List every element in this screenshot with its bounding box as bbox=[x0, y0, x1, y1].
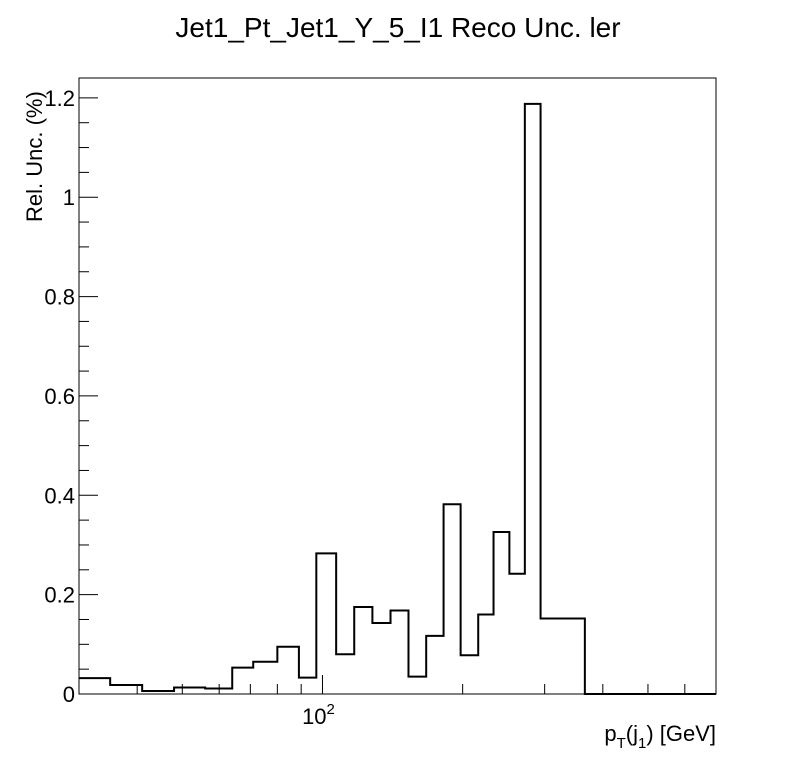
y-tick-label: 1.2 bbox=[44, 86, 75, 111]
y-axis-label: Rel. Unc. (%) bbox=[22, 91, 47, 222]
histogram-bin bbox=[541, 618, 556, 694]
histogram-bins bbox=[79, 104, 585, 694]
y-tick-label: 0.4 bbox=[44, 483, 75, 508]
x-tick-label: 102 bbox=[302, 701, 335, 729]
y-tick-label: 0.8 bbox=[44, 285, 75, 310]
plot-frame bbox=[78, 77, 717, 695]
histogram-bin bbox=[336, 654, 354, 694]
histogram-bin bbox=[372, 623, 390, 694]
histogram-line bbox=[79, 102, 716, 695]
x-axis-label: pT(j1) [GeV] bbox=[604, 721, 716, 752]
x-axis: 102 bbox=[78, 675, 717, 729]
histogram-bin bbox=[461, 655, 479, 694]
y-tick-label: 0.6 bbox=[44, 384, 75, 409]
histogram-bin bbox=[79, 678, 110, 694]
histogram-bin bbox=[494, 532, 510, 694]
y-tick-label: 1 bbox=[63, 185, 75, 210]
y-tick-label: 0 bbox=[63, 682, 75, 707]
histogram-bin bbox=[555, 618, 570, 694]
histogram-bin bbox=[426, 636, 443, 694]
histogram-bin bbox=[391, 611, 409, 694]
histogram-bin bbox=[408, 677, 426, 694]
histogram-bin bbox=[354, 607, 372, 694]
chart-title: Jet1_Pt_Jet1_Y_5_I1 Reco Unc. ler bbox=[175, 12, 620, 43]
y-tick-label: 0.2 bbox=[44, 583, 75, 608]
histogram-bin bbox=[509, 574, 524, 694]
y-axis: 0 0.2 0.4 0.6 0.8 1 1.2 bbox=[44, 86, 98, 707]
histogram-bin bbox=[444, 504, 461, 694]
histogram-bin bbox=[570, 618, 585, 694]
histogram-bin bbox=[478, 615, 493, 694]
histogram-bin bbox=[277, 647, 299, 694]
histogram-bin bbox=[525, 104, 541, 694]
histogram-bin bbox=[253, 662, 277, 694]
histogram-bin bbox=[316, 553, 336, 694]
